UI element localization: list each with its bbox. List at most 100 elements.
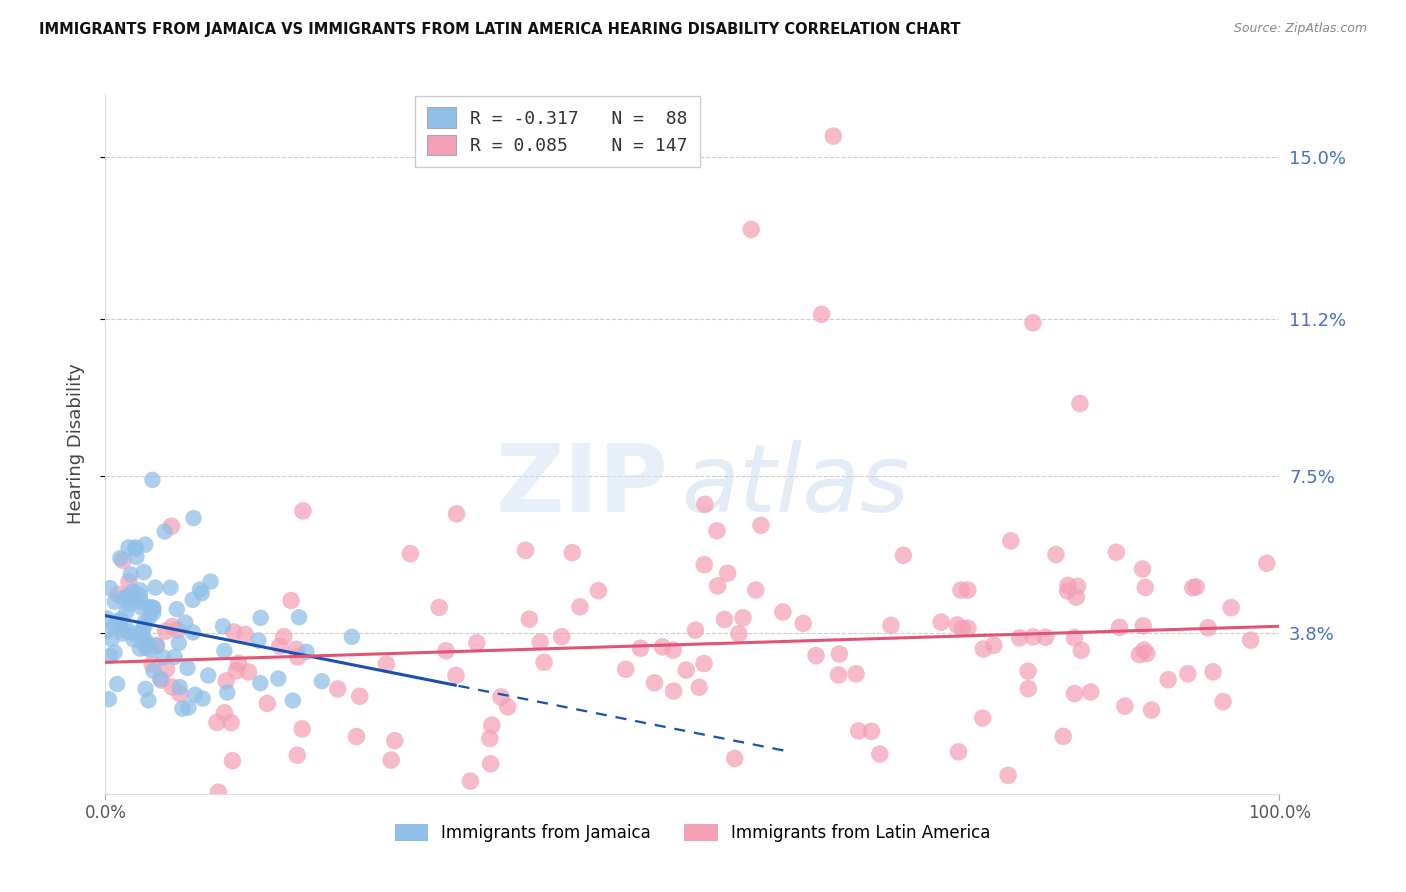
Point xyxy=(233,627,256,641)
Point xyxy=(181,592,204,607)
Point xyxy=(693,558,716,572)
Point xyxy=(706,579,728,593)
Point xyxy=(956,582,979,597)
Point xyxy=(375,657,398,671)
Point xyxy=(174,615,197,630)
Point xyxy=(651,640,673,654)
Point xyxy=(346,730,368,744)
Point xyxy=(181,625,204,640)
Point xyxy=(118,590,141,604)
Point xyxy=(111,626,134,640)
Point xyxy=(479,756,502,771)
Point xyxy=(214,644,236,658)
Point xyxy=(675,663,697,677)
Text: ZIP: ZIP xyxy=(496,440,669,532)
Point xyxy=(1140,703,1163,717)
Point xyxy=(249,611,271,625)
Point xyxy=(269,639,291,653)
Point xyxy=(121,584,143,599)
Point xyxy=(1135,581,1157,595)
Point xyxy=(804,648,827,663)
Point xyxy=(281,693,304,707)
Point xyxy=(112,553,135,567)
Point xyxy=(1045,548,1067,562)
Point xyxy=(141,473,163,487)
Point xyxy=(717,566,740,581)
Point xyxy=(219,715,242,730)
Point xyxy=(131,600,153,615)
Point xyxy=(287,649,309,664)
Legend: Immigrants from Jamaica, Immigrants from Latin America: Immigrants from Jamaica, Immigrants from… xyxy=(388,817,997,848)
Point xyxy=(177,700,200,714)
Point xyxy=(197,668,219,682)
Point xyxy=(98,692,121,706)
Point xyxy=(326,681,349,696)
Point xyxy=(1052,730,1074,744)
Point xyxy=(205,715,228,730)
Point xyxy=(169,680,191,694)
Point xyxy=(693,657,716,671)
Point xyxy=(110,612,132,626)
Point xyxy=(1022,630,1045,644)
Point xyxy=(135,640,157,655)
Point xyxy=(129,641,152,656)
Point xyxy=(103,645,125,659)
Point xyxy=(96,611,118,625)
Point xyxy=(713,612,735,626)
Point xyxy=(731,611,754,625)
Point xyxy=(139,599,162,614)
Point xyxy=(880,618,903,632)
Point xyxy=(1035,630,1057,644)
Point xyxy=(630,641,652,656)
Point xyxy=(706,524,728,538)
Point xyxy=(105,677,128,691)
Point xyxy=(1220,600,1243,615)
Point xyxy=(285,748,308,763)
Point xyxy=(380,753,402,767)
Point xyxy=(291,722,314,736)
Point xyxy=(135,639,157,653)
Text: IMMIGRANTS FROM JAMAICA VS IMMIGRANTS FROM LATIN AMERICA HEARING DISABILITY CORR: IMMIGRANTS FROM JAMAICA VS IMMIGRANTS FR… xyxy=(39,22,960,37)
Point xyxy=(184,688,207,702)
Point xyxy=(129,595,152,609)
Point xyxy=(772,605,794,619)
Point xyxy=(848,723,870,738)
Point xyxy=(860,724,883,739)
Point xyxy=(1177,666,1199,681)
Point xyxy=(104,594,127,608)
Point xyxy=(792,616,814,631)
Point xyxy=(515,543,537,558)
Point xyxy=(533,655,555,669)
Point xyxy=(1070,643,1092,657)
Point xyxy=(1057,578,1080,592)
Point xyxy=(662,643,685,657)
Point xyxy=(1202,665,1225,679)
Point xyxy=(142,606,165,620)
Point xyxy=(138,610,160,624)
Point xyxy=(129,583,152,598)
Point xyxy=(162,619,184,633)
Point xyxy=(110,551,132,566)
Point xyxy=(869,747,891,761)
Point xyxy=(267,672,290,686)
Point xyxy=(215,673,238,688)
Point xyxy=(183,511,205,525)
Point xyxy=(384,733,406,747)
Point xyxy=(124,626,146,640)
Point xyxy=(983,638,1005,652)
Point xyxy=(125,549,148,564)
Point xyxy=(288,610,311,624)
Point xyxy=(1017,664,1039,678)
Point xyxy=(114,621,136,635)
Point xyxy=(952,621,974,635)
Point xyxy=(247,633,270,648)
Point xyxy=(124,541,146,555)
Point xyxy=(1105,545,1128,559)
Point xyxy=(107,587,129,601)
Point xyxy=(160,680,183,694)
Point xyxy=(134,538,156,552)
Point xyxy=(145,581,167,595)
Point xyxy=(228,657,250,671)
Point xyxy=(134,619,156,633)
Point xyxy=(136,636,159,650)
